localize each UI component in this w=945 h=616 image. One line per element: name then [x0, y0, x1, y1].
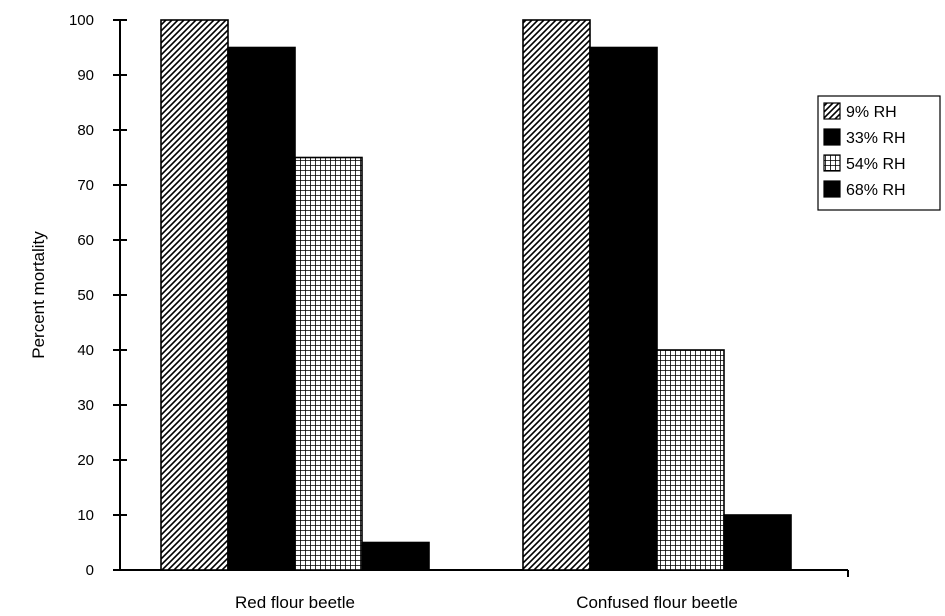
y-tick-label: 10: [77, 507, 94, 524]
legend-label: 54% RH: [846, 156, 906, 173]
legend: 9% RH 33% RH 54% RH 68% RH: [817, 95, 941, 211]
legend-swatch: [823, 128, 841, 146]
y-tick-label: 100: [69, 12, 94, 29]
legend-swatch: [823, 102, 841, 120]
legend-swatch: [823, 180, 841, 198]
bar-54-rh-red-flour-beetle: [294, 156, 363, 571]
legend-label: 33% RH: [846, 130, 906, 147]
y-axis-title: Percent mortality: [29, 231, 48, 359]
bar-33-rh-confused-flour-beetle: [589, 46, 658, 571]
category-label: Confused flour beetle: [576, 593, 738, 612]
labels: 0 10 20 30 40 50 60 70 80 90 100 Percent mortality R…: [29, 12, 738, 612]
y-tick-label: 30: [77, 397, 94, 414]
y-tick-label: 20: [77, 452, 94, 469]
bar-9-rh-confused-flour-beetle: [522, 19, 591, 571]
bar-54-rh-confused-flour-beetle: [656, 349, 725, 571]
category-label: Red flour beetle: [235, 593, 355, 612]
bar-68-rh-red-flour-beetle: [361, 541, 430, 571]
bar-33-rh-red-flour-beetle: [227, 46, 296, 571]
y-tick-label: 60: [77, 232, 94, 249]
y-tick-label: 40: [77, 342, 94, 359]
legend-swatch: [823, 154, 841, 172]
y-tick-label: 0: [86, 562, 94, 579]
y-tick-label: 70: [77, 177, 94, 194]
legend-label: 9% RH: [846, 104, 897, 121]
bar-9-rh-red-flour-beetle: [160, 19, 229, 571]
y-tick-label: 50: [77, 287, 94, 304]
bar-68-rh-confused-flour-beetle: [723, 514, 792, 571]
y-tick-label: 80: [77, 122, 94, 139]
bars: [160, 19, 792, 571]
y-tick-label: 90: [77, 67, 94, 84]
legend-label: 68% RH: [846, 182, 906, 199]
